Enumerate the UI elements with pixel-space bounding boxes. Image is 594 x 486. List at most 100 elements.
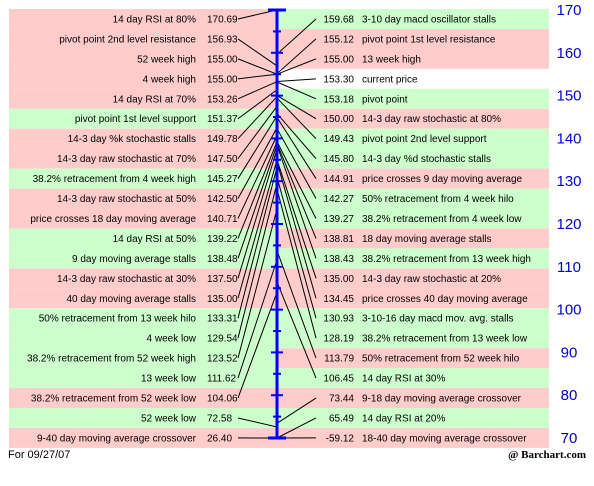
right-connector <box>276 113 317 159</box>
left-row-bg <box>9 28 277 49</box>
right-row-value: -59.12 <box>326 433 355 444</box>
left-connector <box>237 259 278 379</box>
left-row-label: pivot point 1st level support <box>75 114 196 125</box>
left-connector <box>237 292 278 399</box>
left-row-label: 38.2% retracement from 52 week high <box>27 354 196 365</box>
right-connector <box>276 128 317 199</box>
right-row-value: 73.44 <box>329 394 354 405</box>
left-row-value: 149.78 <box>207 134 238 145</box>
left-row-bg <box>9 328 277 349</box>
axis-tick-label: 130 <box>556 173 581 190</box>
right-row-label: price crosses 9 day moving average <box>362 174 523 185</box>
right-row-bg <box>277 108 549 129</box>
left-row-label: 14 day RSI at 80% <box>113 14 196 25</box>
left-connector <box>237 417 278 428</box>
left-row-bg <box>9 388 277 408</box>
right-row-value: 134.45 <box>323 294 354 305</box>
right-row-value: 139.27 <box>323 214 354 225</box>
right-row-label: current price <box>362 74 418 85</box>
left-connector <box>237 127 278 199</box>
left-connector <box>237 135 278 219</box>
left-row-bg <box>9 108 277 129</box>
right-row-bg <box>277 28 549 49</box>
right-connector <box>276 188 317 339</box>
axis-tick-label: 80 <box>561 387 578 404</box>
left-connector <box>237 208 278 359</box>
axis-tick-label: 90 <box>561 344 578 361</box>
left-row-bg <box>9 368 277 389</box>
right-row-value: 106.45 <box>323 374 354 385</box>
left-row-label: 40 day moving average stalls <box>66 294 196 305</box>
left-connector <box>237 141 278 239</box>
left-row-label: 14 day RSI at 70% <box>113 94 196 105</box>
right-row-value: 144.91 <box>323 174 354 185</box>
left-row-label: price crosses 18 day moving average <box>30 214 196 225</box>
right-row-value: 149.43 <box>323 134 354 145</box>
right-row-label: 14-3 day raw stochastic at 80% <box>362 114 501 125</box>
left-row-value: 155.00 <box>207 74 238 85</box>
left-row-value: 133.31 <box>207 314 238 325</box>
footer-credit: @ Barchart.com <box>508 449 586 461</box>
left-row-bg <box>9 188 277 209</box>
left-connector <box>237 106 278 159</box>
right-row-bg <box>277 228 549 249</box>
right-connector <box>276 38 317 75</box>
left-row-label: 50% retracement from 13 week hilo <box>39 314 197 325</box>
right-connector <box>276 97 317 140</box>
axis-tick-label: 170 <box>556 2 581 19</box>
left-connector <box>237 159 278 299</box>
right-row-bg <box>277 148 549 169</box>
right-row-label: 9-18 day moving average crossover <box>362 394 522 405</box>
right-row-label: 38.2% retracement from 4 week low <box>362 214 522 225</box>
left-connector <box>237 73 278 80</box>
left-row-bg <box>9 248 277 269</box>
right-row-label: 13 week high <box>362 54 421 65</box>
left-row-label: 9-40 day moving average crossover <box>37 433 197 444</box>
left-row-value: 145.27 <box>207 174 238 185</box>
left-connector <box>237 148 278 279</box>
left-row-value: 156.93 <box>207 34 238 45</box>
left-row-bg <box>9 88 277 109</box>
right-row-value: 150.00 <box>323 114 354 125</box>
right-row-bg <box>277 208 549 229</box>
axis-tick-label: 150 <box>556 88 581 105</box>
right-row-bg <box>277 188 549 209</box>
axis-tick-label: 140 <box>556 130 581 147</box>
right-connector <box>276 18 317 55</box>
left-row-label: 4 week high <box>143 74 196 85</box>
left-row-bg <box>9 228 277 249</box>
left-connector <box>237 183 278 339</box>
right-row-label: price crosses 40 day moving average <box>362 294 528 305</box>
right-row-bg <box>277 168 549 189</box>
right-row-bg <box>277 408 549 428</box>
left-row-value: 155.00 <box>207 54 238 65</box>
left-connector <box>237 96 278 140</box>
left-row-value: 153.26 <box>207 94 238 105</box>
right-row-label: 38.2% retracement from 13 week high <box>362 254 531 265</box>
right-connector <box>276 159 317 279</box>
left-row-label: 38.2% retracement from 4 week high <box>33 174 196 185</box>
right-row-value: 153.18 <box>323 94 354 105</box>
right-row-bg <box>277 88 549 109</box>
left-row-label: 38.2% retracement from 52 week low <box>31 394 197 405</box>
left-row-bg <box>9 9 277 29</box>
right-row-value: 142.27 <box>323 194 354 205</box>
left-row-label: 52 week low <box>141 413 197 424</box>
left-connector <box>237 89 278 120</box>
right-row-value: 155.00 <box>323 54 354 65</box>
left-row-value: 111.62 <box>207 374 237 385</box>
right-connector <box>276 162 317 299</box>
right-connector <box>276 417 317 439</box>
right-row-value: 65.49 <box>329 413 354 424</box>
right-row-value: 128.19 <box>323 334 354 345</box>
right-row-bg <box>277 368 549 389</box>
right-row-bg <box>277 9 549 29</box>
left-row-label: 14 day RSI at 50% <box>113 234 196 245</box>
left-row-value: 147.50 <box>207 154 238 165</box>
left-row-label: pivot point 2nd level resistance <box>59 34 196 45</box>
right-row-bg <box>277 48 549 69</box>
right-row-label: pivot point 2nd level support <box>362 134 487 145</box>
left-row-bg <box>9 427 277 448</box>
right-connector <box>276 78 317 82</box>
